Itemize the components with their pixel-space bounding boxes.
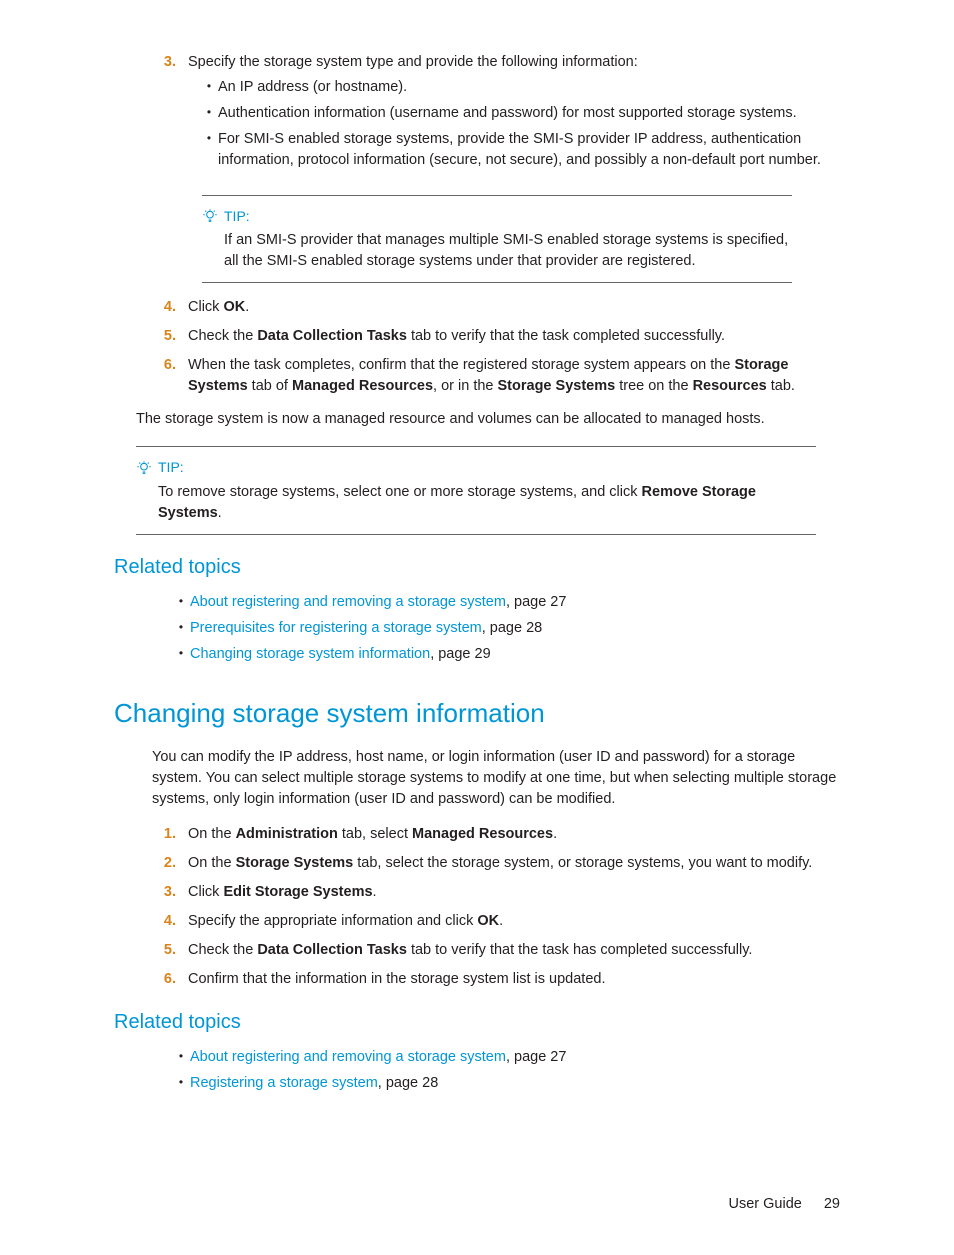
step-number: 4.	[152, 297, 176, 318]
tip-heading: TIP:	[202, 206, 792, 226]
tip-heading: TIP:	[136, 457, 816, 477]
step-number: 4.	[152, 911, 176, 932]
step-1: 1. On the Administration tab, select Man…	[152, 824, 840, 845]
bullet-icon	[200, 77, 218, 98]
tip-label: TIP:	[224, 206, 250, 226]
step-number: 2.	[152, 853, 176, 874]
step-text: Specify the appropriate information and …	[188, 911, 503, 932]
related-heading: Related topics	[114, 1008, 840, 1037]
related-link[interactable]: About registering and removing a storage…	[190, 594, 506, 610]
intro-para: You can modify the IP address, host name…	[152, 747, 840, 810]
related-list: About registering and removing a storage…	[172, 1047, 840, 1094]
step-2: 2. On the Storage Systems tab, select th…	[152, 853, 840, 874]
tip-body: If an SMI-S provider that manages multip…	[224, 230, 792, 272]
related-link[interactable]: About registering and removing a storage…	[190, 1049, 506, 1065]
step-5: 5. Check the Data Collection Tasks tab t…	[152, 326, 840, 347]
body-para: The storage system is now a managed reso…	[136, 409, 840, 430]
step-text: On the Administration tab, select Manage…	[188, 824, 557, 845]
sub-list: An IP address (or hostname). Authenticat…	[200, 77, 840, 171]
page-number: 29	[824, 1196, 840, 1212]
step-4: 4. Click OK.	[152, 297, 840, 318]
ordered-list-top: 3. Specify the storage system type and p…	[152, 52, 840, 397]
related-heading: Related topics	[114, 553, 840, 582]
step-text: Confirm that the information in the stor…	[188, 969, 605, 990]
list-item: For SMI-S enabled storage systems, provi…	[200, 129, 840, 171]
related-link[interactable]: Registering a storage system	[190, 1075, 378, 1091]
doc-title: User Guide	[728, 1196, 801, 1212]
step-6: 6. When the task completes, confirm that…	[152, 355, 840, 397]
bullet-icon	[200, 129, 218, 171]
related-link[interactable]: Prerequisites for registering a storage …	[190, 620, 482, 636]
step-6: 6. Confirm that the information in the s…	[152, 969, 840, 990]
step-number: 1.	[152, 824, 176, 845]
bullet-icon	[172, 1073, 190, 1094]
list-item: Registering a storage system, page 28	[172, 1073, 840, 1094]
list-item: Changing storage system information, pag…	[172, 644, 840, 665]
tip-box: TIP: To remove storage systems, select o…	[136, 446, 816, 534]
lightbulb-icon	[136, 460, 152, 476]
step-text: When the task completes, confirm that th…	[188, 355, 840, 397]
step-text: Check the Data Collection Tasks tab to v…	[188, 326, 725, 347]
step-text: Click OK.	[188, 297, 249, 318]
step-5: 5. Check the Data Collection Tasks tab t…	[152, 940, 840, 961]
list-item: Authentication information (username and…	[200, 103, 840, 124]
tip-box: TIP: If an SMI-S provider that manages m…	[202, 195, 792, 283]
step-number: 6.	[152, 969, 176, 990]
step-number: 5.	[152, 326, 176, 347]
step-text: Click Edit Storage Systems.	[188, 882, 377, 903]
bullet-icon	[172, 1047, 190, 1068]
tip-body: To remove storage systems, select one or…	[158, 482, 816, 524]
section-heading: Changing storage system information	[114, 695, 840, 733]
step-number: 6.	[152, 355, 176, 397]
list-item: Prerequisites for registering a storage …	[172, 618, 840, 639]
bullet-icon	[200, 103, 218, 124]
related-link[interactable]: Changing storage system information	[190, 646, 430, 662]
step-number: 5.	[152, 940, 176, 961]
list-item: About registering and removing a storage…	[172, 1047, 840, 1068]
bullet-icon	[172, 618, 190, 639]
page-footer: User Guide 29	[114, 1194, 840, 1215]
list-item: About registering and removing a storage…	[172, 592, 840, 613]
ordered-list-2: 1. On the Administration tab, select Man…	[152, 824, 840, 990]
step-number: 3.	[152, 882, 176, 903]
step-text: Specify the storage system type and prov…	[188, 54, 638, 70]
lightbulb-icon	[202, 208, 218, 224]
step-number: 3.	[152, 52, 176, 179]
tip-label: TIP:	[158, 457, 184, 477]
bullet-icon	[172, 592, 190, 613]
step-text: On the Storage Systems tab, select the s…	[188, 853, 812, 874]
bullet-icon	[172, 644, 190, 665]
step-4: 4. Specify the appropriate information a…	[152, 911, 840, 932]
step-3: 3. Click Edit Storage Systems.	[152, 882, 840, 903]
list-item: An IP address (or hostname).	[200, 77, 840, 98]
related-list: About registering and removing a storage…	[172, 592, 840, 665]
step-text: Check the Data Collection Tasks tab to v…	[188, 940, 752, 961]
step-3: 3. Specify the storage system type and p…	[152, 52, 840, 179]
step-body: Specify the storage system type and prov…	[188, 52, 840, 179]
